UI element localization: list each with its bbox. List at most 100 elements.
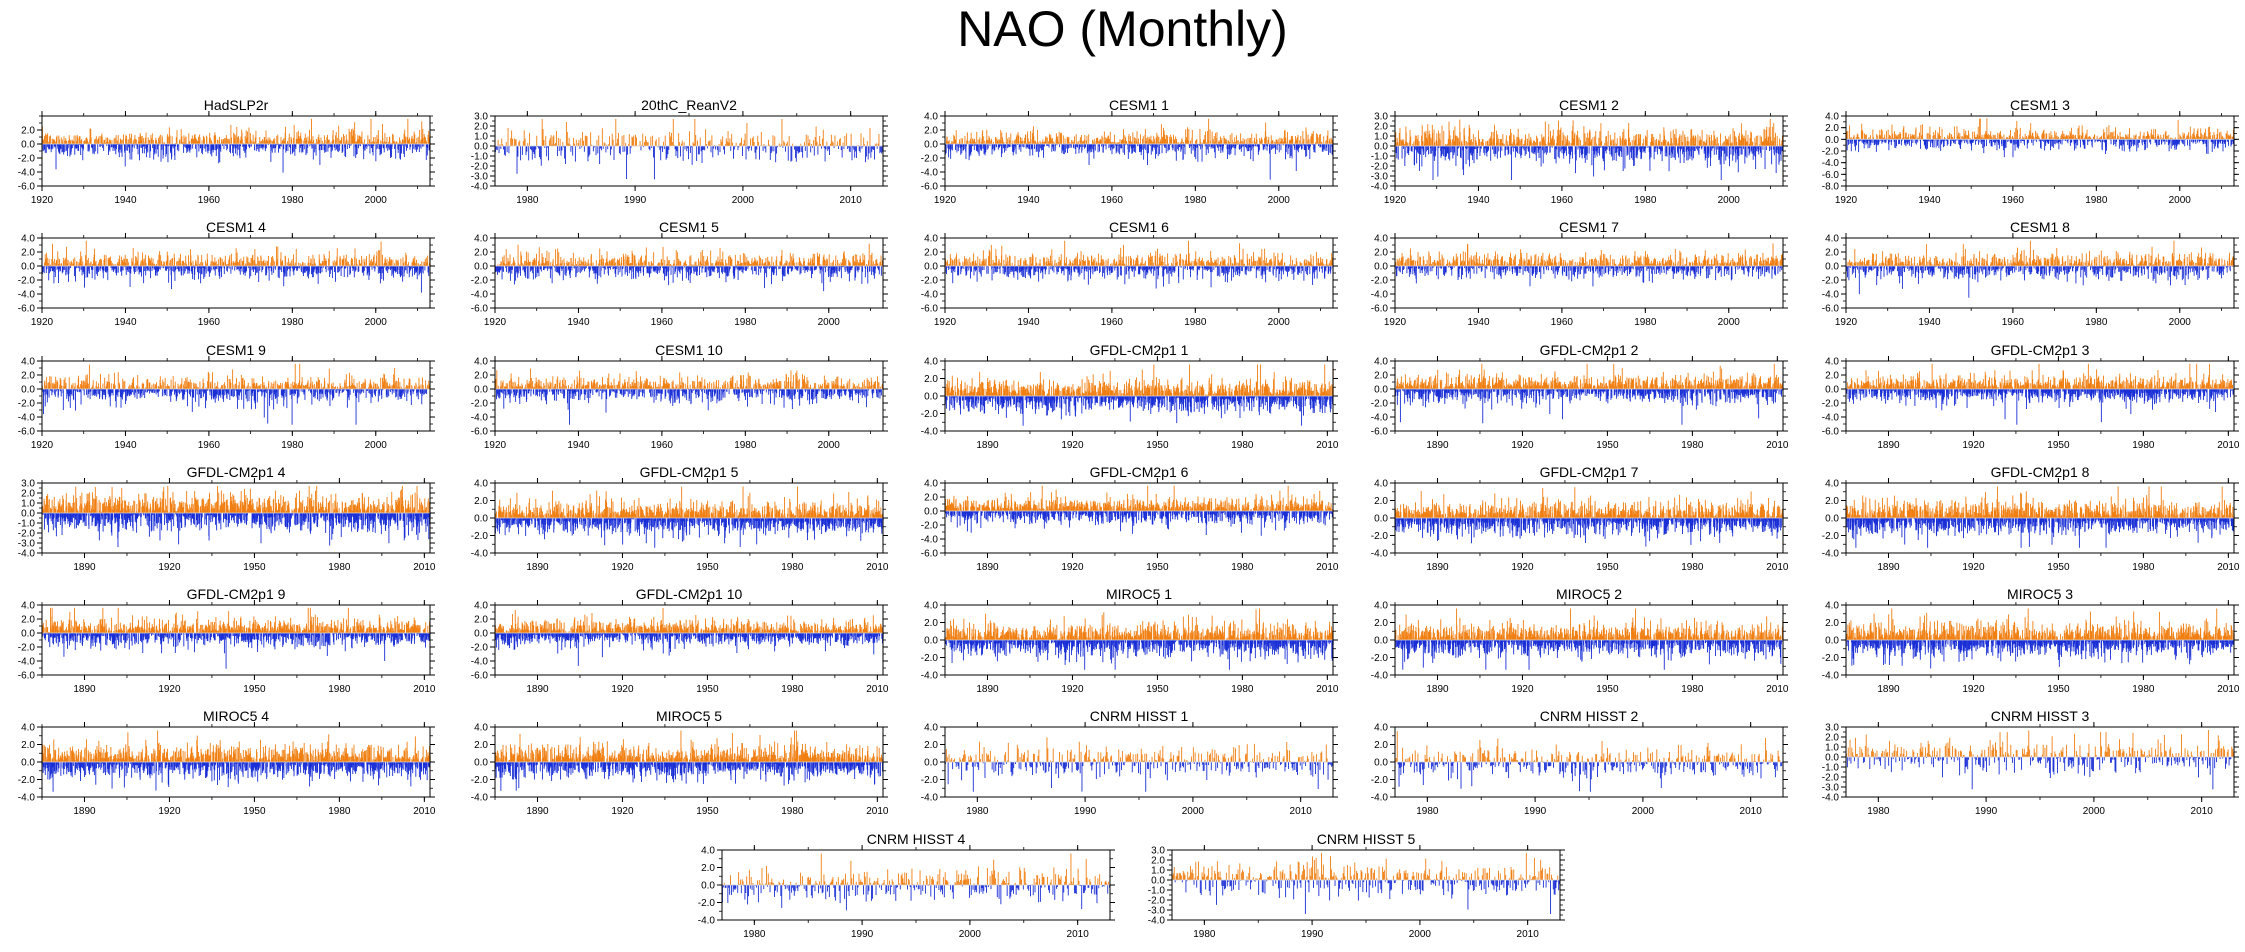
bar (627, 146, 628, 155)
bar (1441, 146, 1443, 156)
bar (1885, 130, 1887, 140)
bar (165, 144, 167, 157)
bar (385, 141, 387, 144)
bar (596, 139, 598, 146)
bar (545, 135, 547, 146)
bar (77, 136, 79, 144)
bar (1117, 144, 1119, 153)
bar (1101, 137, 1103, 144)
bar (945, 144, 947, 154)
bar (1888, 139, 1890, 151)
bar (521, 146, 523, 155)
bar (176, 130, 178, 144)
bar (1914, 139, 1916, 144)
bar (1935, 130, 1936, 140)
bar (378, 138, 380, 144)
bar (409, 137, 411, 144)
bar (1002, 139, 1004, 144)
bar (497, 139, 499, 146)
bar (74, 144, 76, 155)
bar (1068, 144, 1069, 149)
bar (2028, 139, 2030, 143)
bar (317, 137, 319, 144)
bar (125, 135, 127, 144)
bar (507, 127, 509, 146)
bar (1423, 146, 1425, 154)
bar (43, 142, 45, 144)
bar (60, 137, 62, 144)
bar (1676, 139, 1678, 146)
bar (197, 141, 199, 144)
bar (2148, 135, 2150, 140)
bar (1463, 146, 1465, 176)
bar (582, 132, 584, 146)
bar (1104, 144, 1106, 146)
x-tick-label: 2000 (1718, 195, 1741, 206)
bar (1514, 139, 1516, 146)
bar (1170, 134, 1172, 144)
bar (1305, 131, 1307, 144)
bar (1425, 146, 1427, 152)
bar (113, 138, 115, 144)
bar (1905, 139, 1907, 147)
bar (188, 144, 189, 149)
bar (1113, 141, 1115, 144)
bar (842, 142, 844, 146)
bar (1009, 140, 1011, 144)
bar (110, 140, 112, 144)
bar (1776, 146, 1778, 153)
bar (1762, 146, 1764, 150)
bar (1165, 138, 1166, 144)
bar (1033, 136, 1035, 144)
bar (1606, 136, 1607, 146)
bar (750, 146, 752, 151)
bar (117, 135, 119, 144)
bar (508, 146, 510, 154)
bar (1445, 144, 1447, 146)
bar (556, 146, 558, 157)
bar (339, 144, 341, 146)
bar (313, 140, 315, 144)
bar (421, 137, 423, 144)
bar (306, 140, 308, 144)
bar (1482, 142, 1484, 146)
bar (1200, 142, 1202, 144)
bar (1407, 142, 1409, 146)
bar (1209, 144, 1211, 147)
bar (163, 142, 165, 144)
bar (1032, 126, 1034, 144)
bar (1131, 141, 1132, 144)
bar (1234, 144, 1236, 156)
bar (2031, 139, 2033, 143)
bar (1240, 140, 1242, 144)
bar (419, 129, 421, 144)
bar (1630, 142, 1631, 146)
bar (1674, 146, 1676, 160)
bar (1426, 146, 1428, 150)
bar (1082, 144, 1084, 147)
bar (981, 144, 983, 151)
bar (110, 143, 112, 144)
bar (1279, 137, 1281, 144)
bar (984, 140, 986, 144)
bar (412, 142, 414, 144)
bar (392, 133, 393, 144)
bar (530, 146, 532, 151)
bar (700, 146, 702, 152)
bar (957, 144, 959, 152)
bar (75, 144, 76, 148)
bar (116, 144, 117, 150)
bar (526, 146, 528, 152)
bar (1008, 144, 1010, 148)
bar (1235, 144, 1237, 149)
bar (1629, 146, 1631, 160)
bar (100, 136, 102, 144)
bar (105, 142, 107, 144)
bar (1470, 140, 1471, 146)
bar (533, 146, 535, 155)
bar (49, 144, 51, 149)
bar (1179, 144, 1181, 145)
bar (757, 135, 759, 146)
bar (322, 144, 324, 146)
bar (660, 146, 662, 161)
